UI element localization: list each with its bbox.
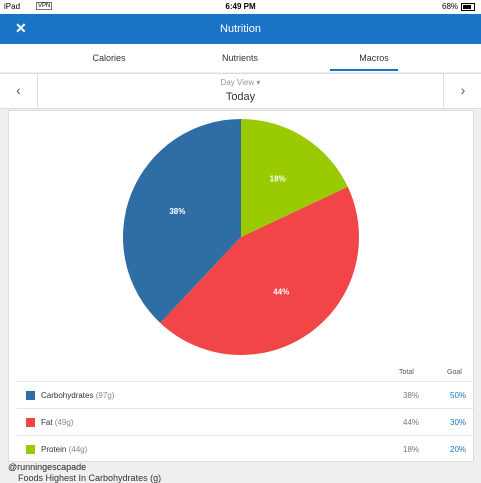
color-swatch xyxy=(26,445,35,454)
day-view: ‹ › Day View ▾ Today xyxy=(0,73,481,109)
total: 38% xyxy=(403,391,420,400)
color-swatch xyxy=(26,391,35,400)
tab[interactable]: Calories xyxy=(92,53,126,63)
close-button[interactable]: ✕ xyxy=(15,20,27,36)
slice-label: 18% xyxy=(270,174,286,183)
macro-name: Fat (49g) xyxy=(41,418,73,427)
vpn: VPN xyxy=(36,2,53,10)
date: Today xyxy=(225,91,256,103)
amount: (49g) xyxy=(54,418,74,427)
header-title: Nutrition xyxy=(220,23,261,35)
watermark: @runningescapade xyxy=(8,462,87,472)
pie-chart: 38% 44% 18% xyxy=(123,119,359,356)
goal: 30% xyxy=(450,418,467,427)
macro-name: Carbohydrates (97g) xyxy=(41,391,114,400)
pie-slice xyxy=(123,119,241,324)
section-title: Foods Highest In Carbohydrates (g) xyxy=(18,473,162,483)
pie-slice xyxy=(241,119,348,237)
name: Protein xyxy=(41,445,67,454)
tabs: Calories Nutrients Macros xyxy=(0,44,481,72)
day-view-dropdown[interactable]: Day View ▾ xyxy=(220,78,261,87)
tab[interactable]: Nutrients xyxy=(221,53,258,63)
column-header: Total xyxy=(399,369,414,376)
total: 18% xyxy=(403,445,420,454)
amount: (97g) xyxy=(95,391,115,400)
name: Fat xyxy=(41,418,53,427)
device: iPad xyxy=(4,2,21,11)
status-bar: iPad VPN 6:49 PM 68% xyxy=(0,0,481,14)
battery-icon xyxy=(461,3,475,11)
next-button[interactable]: › xyxy=(443,74,481,108)
color-swatch xyxy=(26,418,35,427)
goal: 50% xyxy=(450,391,467,400)
macros-card: 38% 44% 18% Total Goal Carbohydrates (97g)… xyxy=(8,110,474,462)
prev-button[interactable]: ‹ xyxy=(0,74,38,108)
day-view-label: Day View xyxy=(220,78,255,87)
amount: (44g) xyxy=(68,445,88,454)
macro-row: Carbohydrates (97g) 38% 50% xyxy=(17,381,473,409)
column-header: Goal xyxy=(447,369,462,376)
total: 44% xyxy=(403,418,420,427)
tab[interactable]: Macros xyxy=(359,53,389,63)
macro-row: Protein (44g) 18% 20% xyxy=(17,435,473,463)
name: Carbohydrates xyxy=(41,391,94,400)
header: ✕ Nutrition xyxy=(0,14,481,44)
slice-label: 38% xyxy=(169,207,185,216)
macro-name: Protein (44g) xyxy=(41,445,87,454)
goal: 20% xyxy=(450,445,467,454)
slice-label: 44% xyxy=(273,287,289,296)
time: 6:49 PM xyxy=(225,2,256,11)
pie-slice xyxy=(160,186,359,356)
tab-underline xyxy=(330,69,398,71)
macro-row: Fat (49g) 44% 30% xyxy=(17,408,473,436)
battery: 68% xyxy=(442,2,459,11)
